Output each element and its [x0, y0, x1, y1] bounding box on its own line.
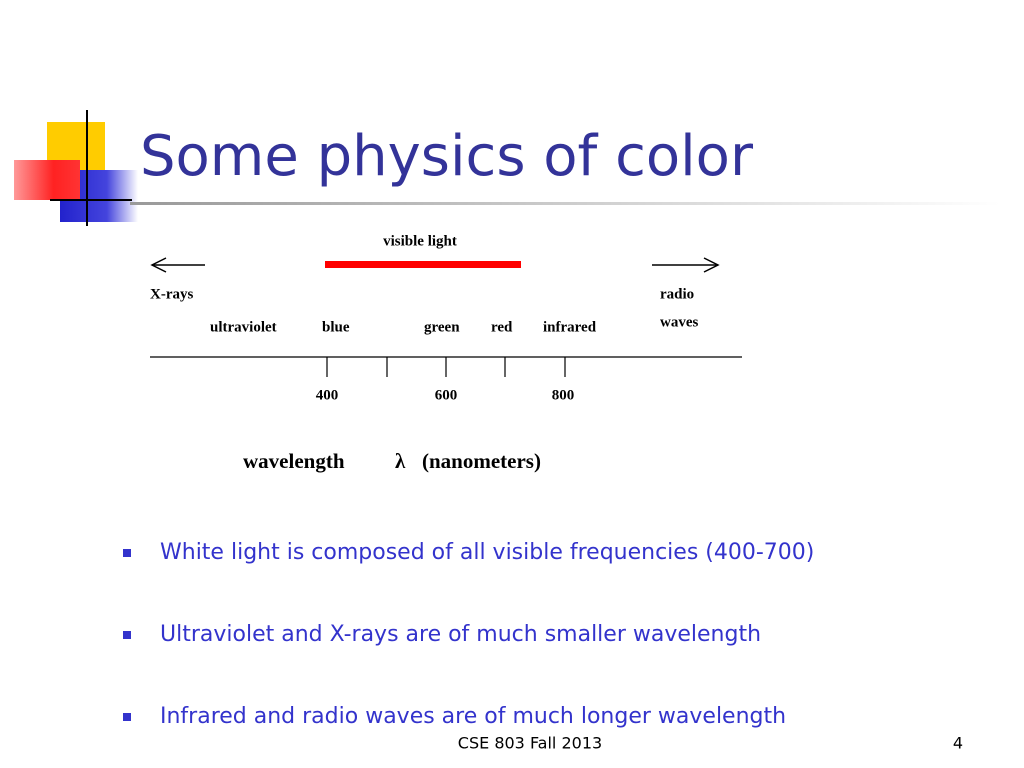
decoration: [14, 110, 1000, 226]
page-number: 4: [953, 734, 963, 753]
arrows: [150, 257, 720, 273]
band-label: infrared: [543, 319, 597, 335]
spectrum-diagram: visible light X-rays radio waves ultravi…: [150, 233, 742, 473]
bullet-text: Ultraviolet and X-rays are of much small…: [160, 622, 761, 647]
axis-label: wavelength: [243, 449, 345, 473]
right-label: radio: [660, 286, 694, 302]
right-label: waves: [660, 314, 698, 330]
footer-text: CSE 803 Fall 2013: [458, 734, 602, 753]
tick-label: 400: [316, 387, 339, 403]
bullet-list: White light is composed of all visible f…: [123, 540, 814, 729]
visible-label: visible light: [383, 233, 457, 249]
axis-label: (nanometers): [422, 449, 541, 473]
bullet-marker: [123, 713, 131, 721]
axis-label: λ: [395, 449, 406, 473]
bullet-text: Infrared and radio waves are of much lon…: [160, 704, 786, 729]
bullet-marker: [123, 549, 131, 557]
tick-label: 600: [435, 387, 458, 403]
band-label: ultraviolet: [210, 319, 277, 335]
visible-bar: [325, 261, 521, 268]
tick-label: 800: [552, 387, 575, 403]
bullet-marker: [123, 631, 131, 639]
bullet-text: White light is composed of all visible f…: [160, 540, 814, 565]
band-label: blue: [322, 319, 350, 335]
left-label: X-rays: [150, 286, 193, 302]
slide-title: Some physics of color: [140, 124, 754, 189]
axis: [150, 356, 742, 377]
band-label: red: [491, 319, 513, 335]
band-label: green: [424, 319, 460, 335]
